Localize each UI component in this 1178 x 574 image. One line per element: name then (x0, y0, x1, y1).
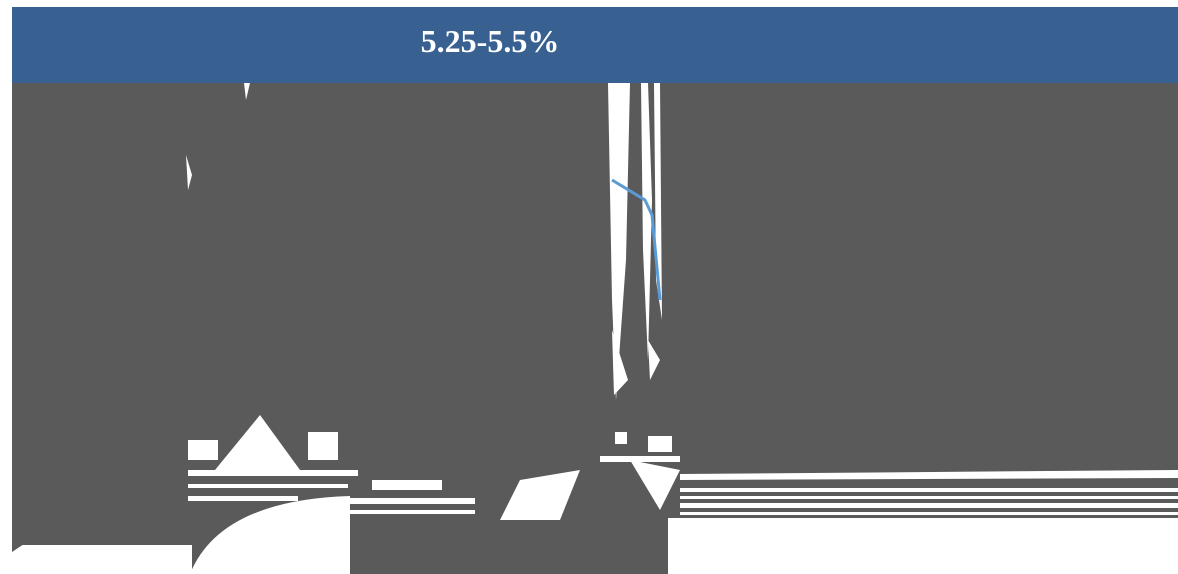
artifact (680, 496, 1178, 499)
artifact (190, 496, 350, 574)
artifact (244, 83, 250, 100)
artifact (680, 470, 1178, 480)
line-fragment (611, 178, 662, 301)
artifact (612, 330, 628, 395)
artifact (372, 480, 442, 490)
artifact (680, 503, 1178, 508)
artifact (648, 340, 660, 380)
artifact (668, 518, 1178, 574)
artifact (608, 83, 630, 400)
artifact (340, 498, 475, 504)
artifact (188, 484, 348, 488)
artifact (641, 83, 652, 360)
artifact (188, 496, 298, 501)
artifact (648, 436, 672, 452)
artifact (500, 470, 580, 520)
artifact (680, 488, 1178, 492)
content-area (12, 83, 1178, 574)
header-bar (12, 7, 1178, 83)
artifact (188, 440, 218, 460)
artifact (680, 512, 1178, 515)
artifact (186, 155, 192, 190)
artifact (308, 432, 338, 460)
header-title: 5.25-5.5% (421, 23, 560, 59)
artifact (12, 536, 30, 552)
glitch-artifacts (12, 83, 1178, 574)
artifact (340, 510, 475, 514)
artifact (12, 545, 192, 574)
artifact (215, 415, 300, 470)
artifact (600, 456, 680, 462)
artifact (615, 432, 627, 444)
artifact (188, 470, 358, 476)
artifact (630, 460, 680, 510)
